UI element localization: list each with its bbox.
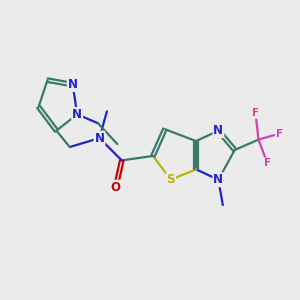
Text: S: S bbox=[167, 173, 175, 186]
Text: N: N bbox=[72, 108, 82, 121]
Text: N: N bbox=[213, 124, 224, 137]
Text: O: O bbox=[111, 181, 121, 194]
Text: F: F bbox=[252, 108, 259, 118]
Text: N: N bbox=[213, 173, 224, 186]
Text: N: N bbox=[68, 78, 78, 91]
Text: F: F bbox=[276, 129, 283, 139]
Text: N: N bbox=[94, 132, 104, 145]
Text: F: F bbox=[264, 158, 271, 168]
